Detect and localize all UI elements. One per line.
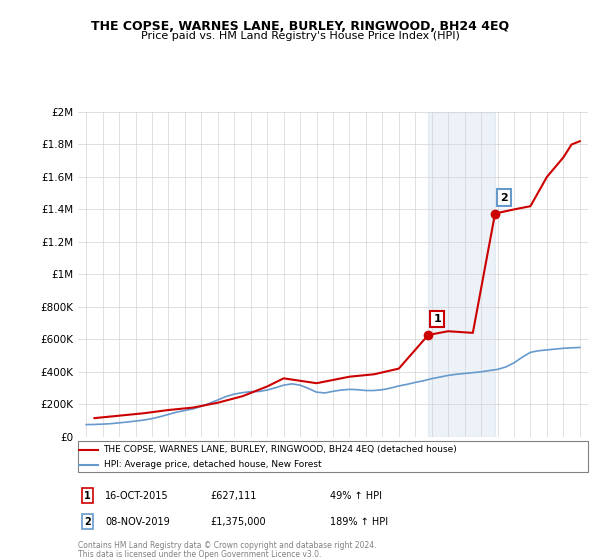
Text: 16-OCT-2015: 16-OCT-2015 — [105, 491, 169, 501]
Text: 1: 1 — [84, 491, 91, 501]
Text: This data is licensed under the Open Government Licence v3.0.: This data is licensed under the Open Gov… — [78, 550, 322, 559]
Text: 2: 2 — [84, 517, 91, 527]
Text: HPI: Average price, detached house, New Forest: HPI: Average price, detached house, New … — [104, 460, 321, 469]
Text: Contains HM Land Registry data © Crown copyright and database right 2024.: Contains HM Land Registry data © Crown c… — [78, 542, 377, 550]
Text: 1: 1 — [433, 314, 441, 324]
Text: 2: 2 — [500, 193, 508, 203]
Text: Price paid vs. HM Land Registry's House Price Index (HPI): Price paid vs. HM Land Registry's House … — [140, 31, 460, 41]
Text: 08-NOV-2019: 08-NOV-2019 — [105, 517, 170, 527]
Bar — [428, 112, 495, 437]
Text: 49% ↑ HPI: 49% ↑ HPI — [330, 491, 382, 501]
FancyBboxPatch shape — [78, 441, 588, 472]
Text: THE COPSE, WARNES LANE, BURLEY, RINGWOOD, BH24 4EQ (detached house): THE COPSE, WARNES LANE, BURLEY, RINGWOOD… — [104, 445, 457, 454]
Text: £627,111: £627,111 — [210, 491, 256, 501]
Text: THE COPSE, WARNES LANE, BURLEY, RINGWOOD, BH24 4EQ: THE COPSE, WARNES LANE, BURLEY, RINGWOOD… — [91, 20, 509, 32]
Text: 189% ↑ HPI: 189% ↑ HPI — [330, 517, 388, 527]
Text: £1,375,000: £1,375,000 — [210, 517, 266, 527]
